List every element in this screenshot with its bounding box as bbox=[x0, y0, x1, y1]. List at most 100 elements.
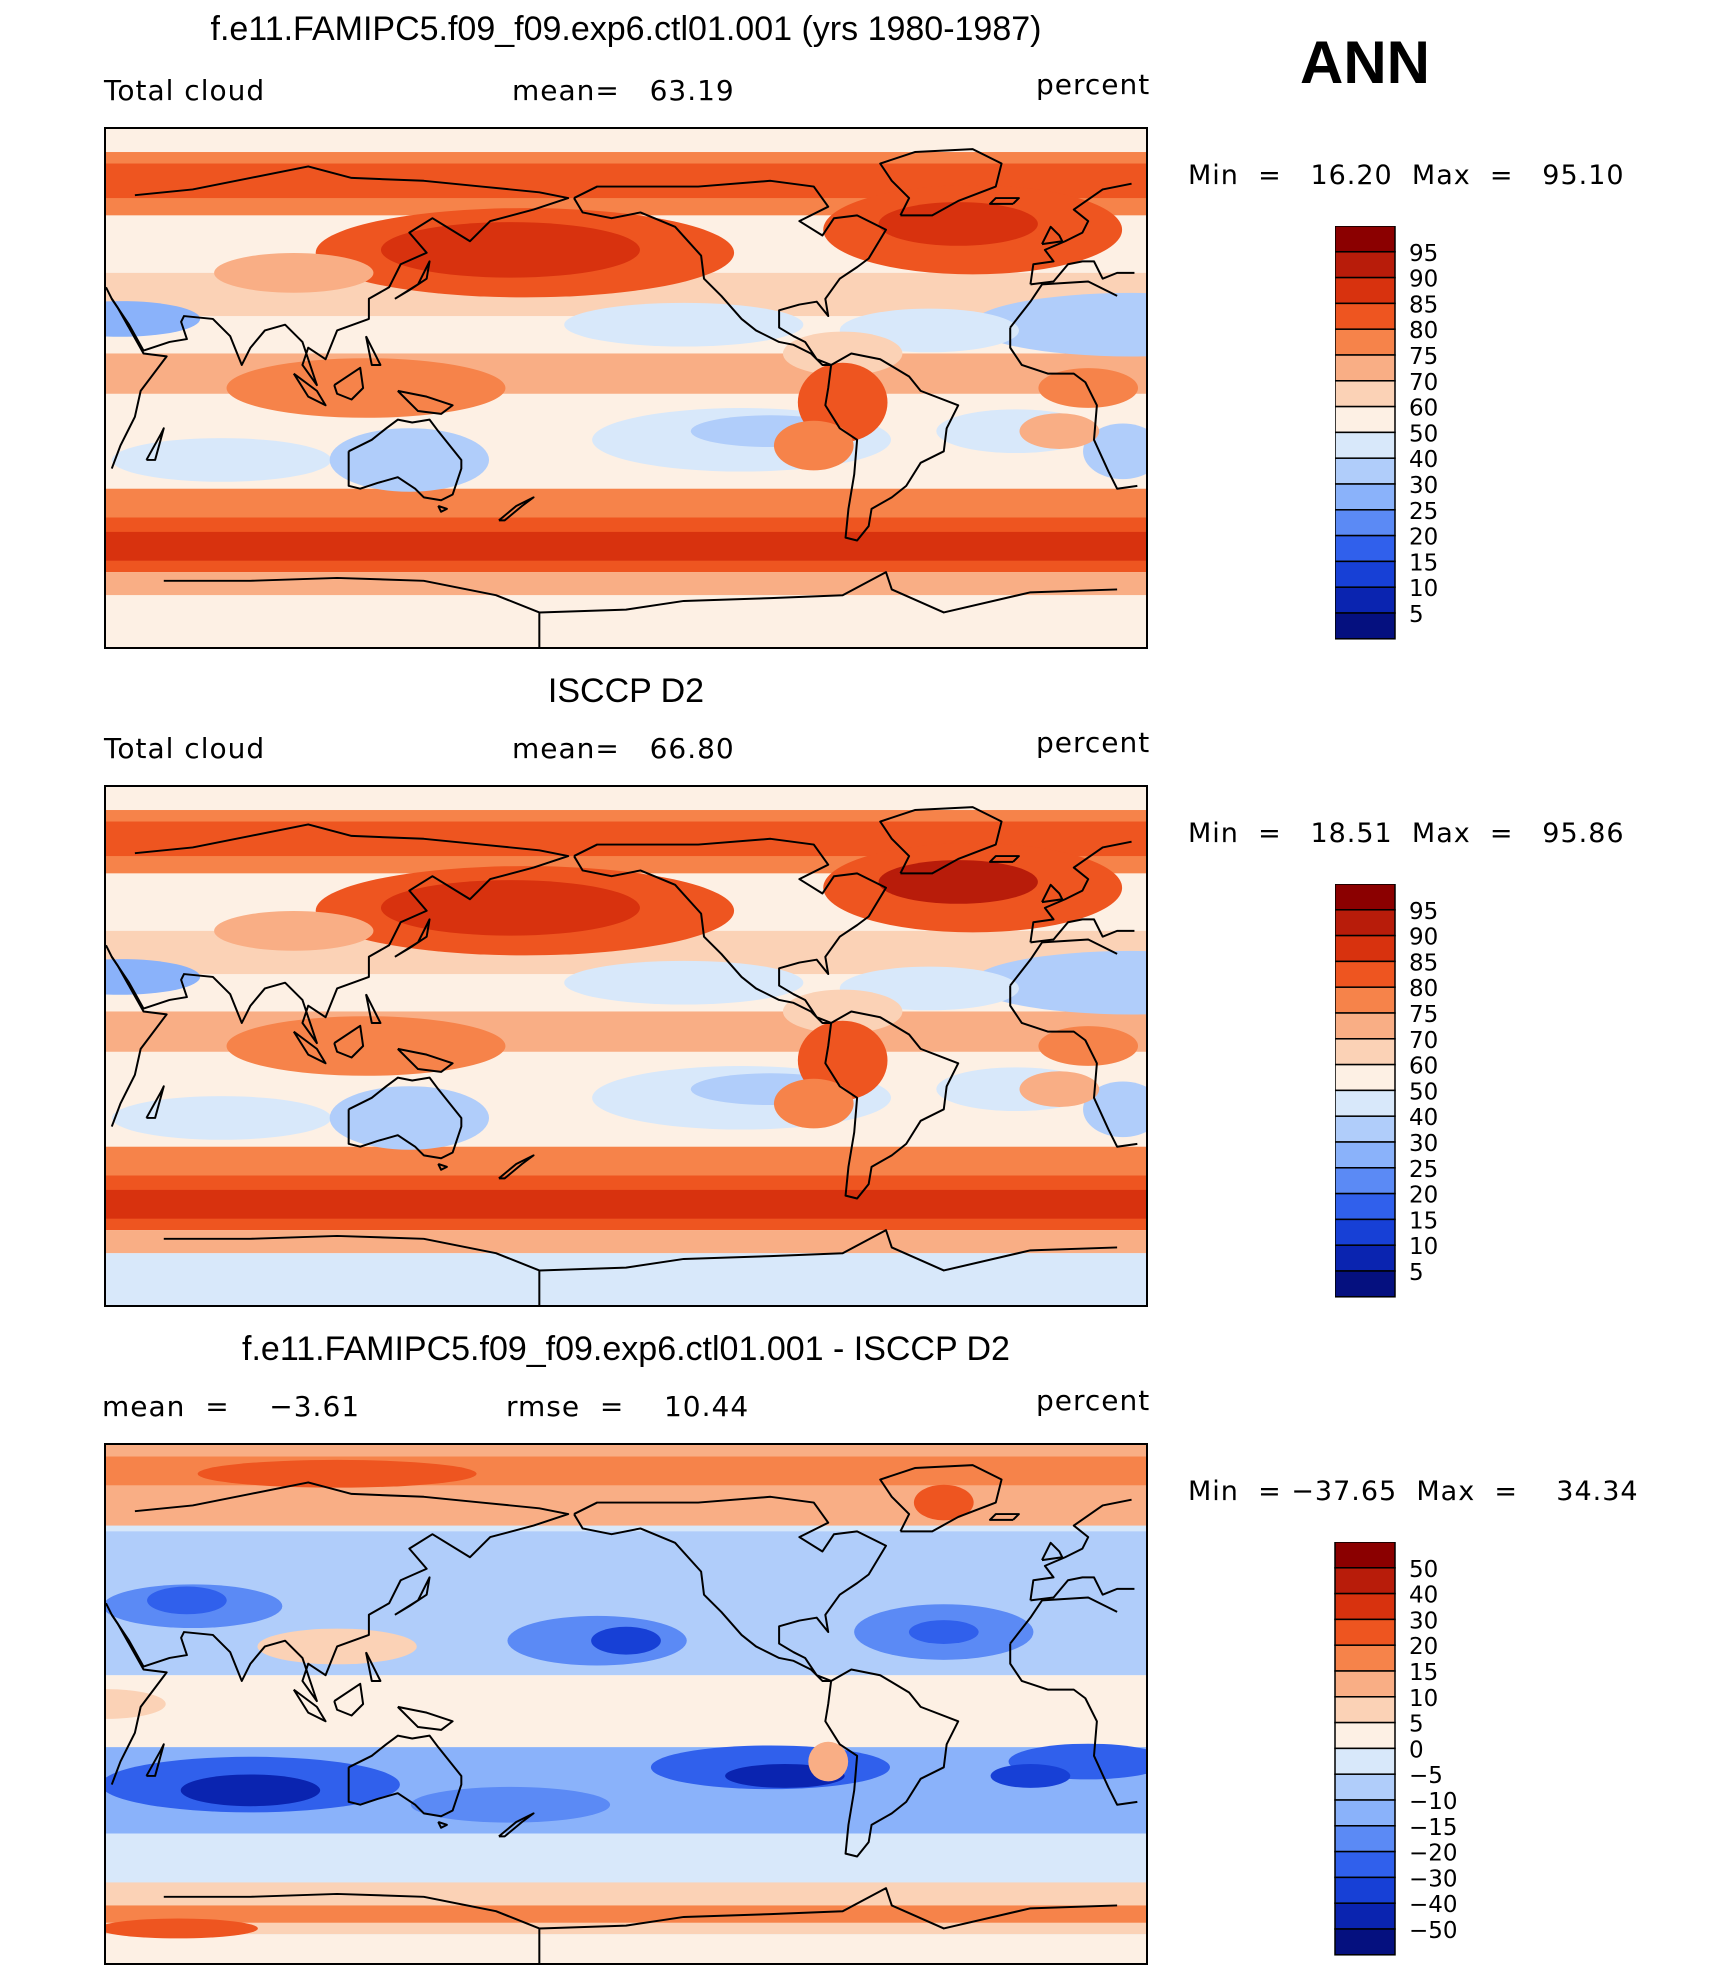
coastline bbox=[1041, 1541, 1064, 1562]
colorbar-tick-label: 95 bbox=[1409, 899, 1438, 925]
contour-region bbox=[908, 1620, 979, 1644]
colorbar-swatch bbox=[1335, 1012, 1396, 1040]
colorbar-tick-label: 25 bbox=[1409, 499, 1438, 525]
mean-label: mean= 66.80 bbox=[512, 732, 735, 765]
contour-region bbox=[1083, 1081, 1146, 1138]
contour-band bbox=[106, 1146, 1146, 1176]
contour-region bbox=[111, 438, 332, 482]
panel-title: ISCCP D2 bbox=[547, 672, 705, 710]
coastline bbox=[394, 260, 431, 300]
coastline bbox=[333, 366, 365, 401]
contour-region bbox=[329, 428, 490, 492]
panel-title: f.e11.FAMIPC5.f09_f09.exp6.ctl01.001 (yr… bbox=[210, 10, 1042, 48]
colorbar-swatch bbox=[1335, 1244, 1396, 1272]
contour-map bbox=[104, 127, 1148, 649]
coastline bbox=[333, 1024, 365, 1059]
mean-label: mean= 63.19 bbox=[512, 74, 735, 107]
colorbar-tick-label: 90 bbox=[1409, 267, 1438, 293]
colorbar-tick-label: 5 bbox=[1409, 1260, 1424, 1286]
colorbar-swatch bbox=[1334, 1902, 1396, 1930]
colorbar-tick-label: 90 bbox=[1409, 925, 1438, 951]
colorbar-tick-label: 50 bbox=[1409, 1557, 1438, 1583]
colorbar: 50 40 30 20 15 10 5 0 −5 −10 −15 −20 −30 −40 −50 bbox=[1330, 1542, 1535, 1962]
colorbar-tick-label: 95 bbox=[1409, 241, 1438, 267]
colorbar-tick-label: 30 bbox=[1409, 1131, 1438, 1157]
coastline bbox=[145, 1743, 165, 1777]
coastline bbox=[824, 1668, 960, 1858]
colorbar-tick-label: 15 bbox=[1409, 1660, 1438, 1686]
colorbar-swatch bbox=[1335, 457, 1396, 485]
colorbar-swatch bbox=[1334, 1592, 1396, 1621]
colorbar-tick-label: 15 bbox=[1409, 550, 1438, 576]
colorbar-swatch bbox=[1335, 1038, 1396, 1066]
coastline bbox=[1041, 883, 1064, 904]
colorbar-tick-label: 75 bbox=[1409, 1002, 1438, 1028]
coastline bbox=[145, 427, 165, 461]
min-max-label: Min = 16.20 Max = 95.10 bbox=[1188, 160, 1625, 191]
colorbar-tick-label: 15 bbox=[1409, 1208, 1438, 1234]
coastline bbox=[163, 571, 1118, 647]
colorbar-tick-label: −40 bbox=[1409, 1892, 1458, 1918]
contour-region bbox=[1019, 413, 1100, 450]
contour-region bbox=[106, 1918, 258, 1939]
colorbar-swatch bbox=[1334, 1542, 1396, 1569]
colorbar-tick-label: 5 bbox=[1409, 602, 1424, 628]
variable-label: Total cloud bbox=[104, 74, 266, 107]
contour-region bbox=[972, 292, 1146, 357]
colorbar-swatch bbox=[1335, 509, 1396, 537]
contour-region bbox=[380, 222, 640, 278]
colorbar-swatch bbox=[1335, 328, 1396, 356]
colorbar-tick-label: 50 bbox=[1409, 421, 1438, 447]
coastline bbox=[365, 335, 382, 366]
coastline bbox=[106, 823, 1135, 1045]
colorbar-swatch bbox=[1335, 483, 1396, 511]
coastline bbox=[292, 1030, 327, 1065]
colorbar-tick-label: 0 bbox=[1409, 1737, 1424, 1763]
colorbar-tick-label: 5 bbox=[1409, 1712, 1424, 1738]
colorbar-tick-label: 70 bbox=[1409, 370, 1438, 396]
colorbar-swatch bbox=[1334, 1876, 1396, 1904]
contour-region bbox=[226, 358, 506, 418]
colorbar-swatch bbox=[1335, 612, 1396, 640]
min-max-label: Min = 18.51 Max = 95.86 bbox=[1188, 818, 1625, 849]
contour-region bbox=[564, 302, 804, 347]
contour-region bbox=[226, 1016, 506, 1076]
colorbar-tick-label: 10 bbox=[1409, 1234, 1438, 1260]
colorbar-swatch bbox=[1335, 1192, 1396, 1221]
coastline bbox=[437, 1821, 448, 1829]
contour-region bbox=[878, 860, 1038, 904]
colorbar-swatch bbox=[1334, 1670, 1396, 1698]
contour-region bbox=[773, 1078, 854, 1129]
colorbar-swatch bbox=[1335, 986, 1396, 1014]
colorbar-tick-label: 80 bbox=[1409, 318, 1438, 344]
coastline bbox=[292, 372, 327, 407]
contour-region bbox=[808, 1741, 849, 1782]
coastline bbox=[365, 993, 382, 1024]
contour-region bbox=[564, 960, 804, 1005]
colorbar-swatch bbox=[1334, 1747, 1396, 1775]
contour-band bbox=[106, 1230, 1146, 1254]
colorbar-tick-label: 40 bbox=[1409, 1583, 1438, 1609]
colorbar-tick-label: 40 bbox=[1409, 1105, 1438, 1131]
colorbar-swatch bbox=[1335, 226, 1396, 253]
coastline bbox=[498, 1812, 535, 1838]
season-label: ANN bbox=[1300, 29, 1430, 96]
contour-band bbox=[106, 572, 1146, 596]
colorbar: 95 90 85 80 75 70 60 50 40 30 25 20 15 10 5 bbox=[1335, 226, 1535, 646]
colorbar-swatch bbox=[1334, 1850, 1396, 1879]
coastline bbox=[163, 1229, 1118, 1305]
colorbar-tick-label: 30 bbox=[1409, 473, 1438, 499]
colorbar-swatch bbox=[1335, 960, 1396, 988]
colorbar-swatch bbox=[1334, 1721, 1396, 1750]
contour-band bbox=[106, 1253, 1146, 1305]
coastline bbox=[292, 1688, 327, 1723]
contour-region bbox=[180, 1774, 321, 1807]
contour-band bbox=[106, 595, 1146, 647]
contour-region bbox=[1083, 423, 1146, 480]
colorbar-swatch bbox=[1335, 431, 1396, 459]
colorbar-swatch bbox=[1335, 586, 1396, 614]
contour-region bbox=[913, 1484, 974, 1521]
colorbar-swatch bbox=[1334, 1799, 1396, 1827]
colorbar-tick-label: 40 bbox=[1409, 447, 1438, 473]
variable-label: Total cloud bbox=[104, 732, 266, 765]
